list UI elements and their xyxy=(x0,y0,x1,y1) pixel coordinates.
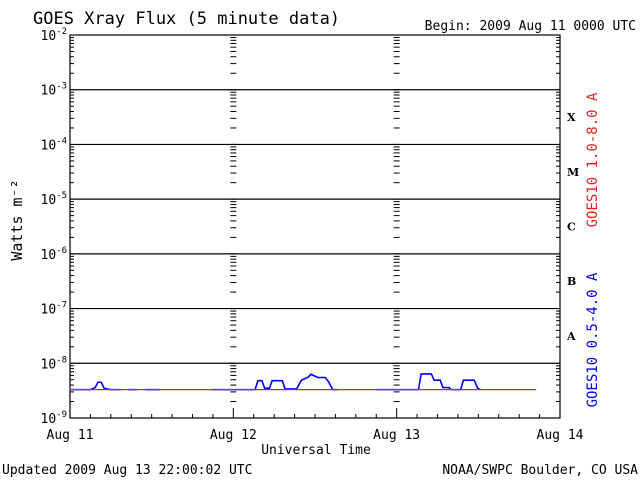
x-tick-label: Aug 14 xyxy=(537,428,584,443)
x-tick-label: Aug 13 xyxy=(373,428,420,443)
series-line-short-channel xyxy=(376,373,481,391)
y-tick-label: 10-7 xyxy=(41,301,68,318)
y-tick-label: 10-5 xyxy=(41,191,68,208)
y-tick-label: 10-6 xyxy=(41,246,68,263)
x-axis-title: Universal Time xyxy=(261,443,371,458)
y-axis-title: Watts m⁻² xyxy=(8,179,26,260)
x-tick-label: Aug 12 xyxy=(210,428,257,443)
plot-area: Aug 11 Aug 12 Aug 13 Aug 14 10-2 10-3 10-4 10-5… xyxy=(41,27,584,443)
y-tick-label: 10-2 xyxy=(41,27,68,44)
flare-class-label: B xyxy=(567,275,576,288)
flare-class-label: A xyxy=(566,330,576,343)
series-line-short-channel xyxy=(211,373,339,391)
legend-long-channel: GOES10 1.0-8.0 A xyxy=(585,92,601,227)
x-tick-label: Aug 11 xyxy=(47,428,94,443)
series-line-short-channel xyxy=(70,381,122,391)
y-tick-label: 10-9 xyxy=(41,410,68,427)
flare-class-label: C xyxy=(567,221,576,234)
plot-frame xyxy=(69,34,561,419)
flare-class-label: X xyxy=(567,111,576,124)
updated-timestamp: Updated 2009 Aug 13 22:00:02 UTC xyxy=(2,463,252,478)
legend-short-channel: GOES10 0.5-4.0 A xyxy=(585,272,601,407)
chart-title: GOES Xray Flux (5 minute data) xyxy=(33,9,340,29)
y-tick-label: 10-3 xyxy=(41,82,68,99)
flare-class-label: M xyxy=(567,166,579,179)
y-tick-label: 10-4 xyxy=(41,136,68,153)
y-tick-label: 10-8 xyxy=(41,355,68,372)
begin-timestamp: Begin: 2009 Aug 11 0000 UTC xyxy=(425,19,636,34)
source-credit: NOAA/SWPC Boulder, CO USA xyxy=(442,463,638,478)
